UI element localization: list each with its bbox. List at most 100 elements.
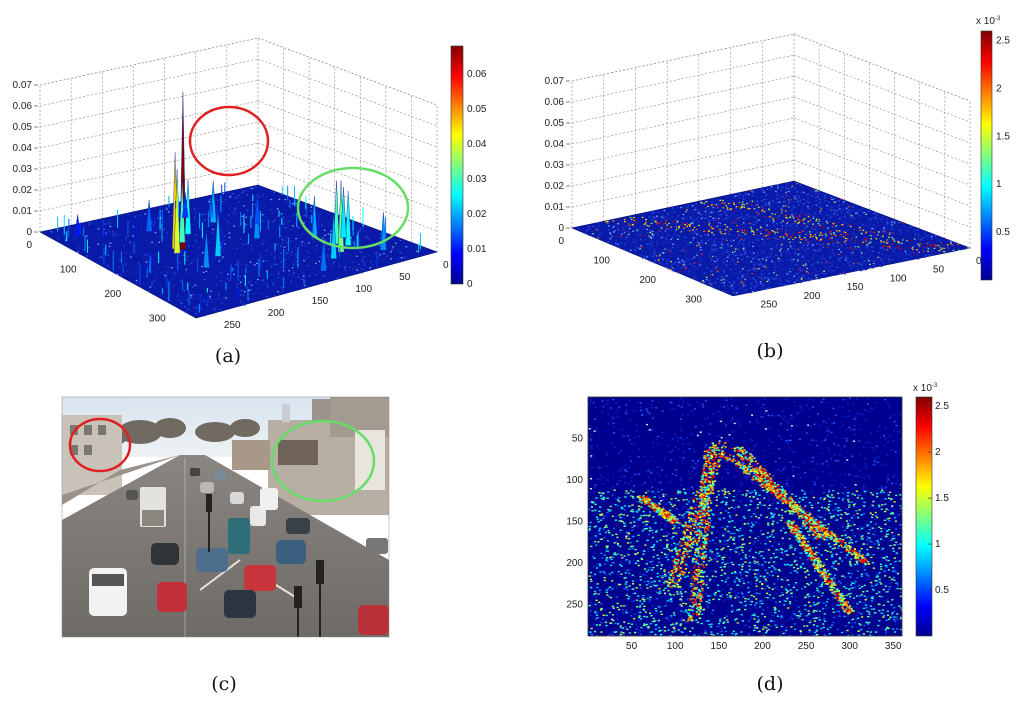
heat-noise-dot — [851, 634, 854, 636]
heat-noise-dot — [794, 583, 797, 586]
floor-texture-dot — [670, 265, 673, 267]
floor-texture-dot — [760, 279, 763, 281]
floor-texture-dot — [752, 241, 754, 243]
floor-texture-dot — [766, 256, 768, 258]
floor-texture-dot — [250, 284, 253, 286]
floor-texture-dot — [681, 259, 684, 261]
heat-noise-dot — [719, 545, 722, 547]
floor-texture-dot — [831, 262, 833, 264]
heat-noise-dot — [612, 398, 615, 401]
floor-texture-dot — [879, 247, 882, 249]
heat-noise-dot — [889, 526, 892, 529]
floor-texture-dot — [706, 217, 709, 219]
floor-texture-dot — [610, 243, 613, 245]
floor-texture-dot — [713, 212, 716, 215]
floor-texture-dot — [770, 230, 773, 232]
floor-texture-dot — [784, 232, 787, 235]
floor-texture-dot — [226, 225, 228, 228]
floor-texture-dot — [310, 206, 313, 208]
floor-texture-dot — [873, 260, 875, 262]
floor-texture-dot — [747, 208, 749, 210]
floor-texture-dot — [198, 270, 200, 272]
floor-texture-dot — [789, 229, 792, 231]
floor-texture-dot — [772, 193, 774, 195]
floor-texture-dot — [811, 225, 814, 228]
floor-texture-dot — [203, 214, 205, 216]
heat-noise-dot — [781, 537, 784, 539]
floor-texture-dot — [892, 239, 895, 241]
floor-texture-dot — [271, 212, 274, 214]
floor-texture-dot — [794, 198, 797, 200]
floor-texture-dot — [277, 272, 280, 275]
floor-texture-dot — [823, 235, 826, 238]
floor-texture-dot — [811, 228, 814, 230]
floor-texture-dot — [780, 189, 783, 191]
floor-texture-dot — [246, 194, 248, 196]
floor-texture-dot — [883, 248, 886, 250]
heat-noise-dot — [837, 628, 840, 631]
heat-noise-dot — [887, 509, 890, 511]
floor-texture-dot — [753, 287, 756, 290]
floor-texture-dot — [720, 260, 723, 262]
floor-texture-dot — [325, 265, 328, 268]
panel-c-green-highlight-circle — [270, 419, 376, 503]
heat-noise-dot — [821, 440, 824, 442]
heat-noise-dot — [652, 605, 655, 608]
heat-noise-dot — [880, 500, 883, 502]
heat-noise-dot — [609, 574, 612, 576]
floor-texture-dot — [768, 275, 771, 277]
floor-texture-dot — [338, 263, 340, 265]
heat-noise-dot — [884, 532, 887, 534]
floor-texture-dot — [615, 241, 617, 244]
floor-texture-dot — [710, 251, 713, 253]
floor-texture-dot — [837, 221, 840, 223]
floor-texture-dot — [735, 272, 737, 275]
floor-texture-dot — [859, 225, 862, 227]
floor-texture-dot — [830, 265, 833, 267]
floor-texture-dot — [915, 249, 918, 252]
heat-noise-dot — [813, 502, 816, 505]
floor-texture-dot — [910, 226, 912, 229]
floor-texture-dot — [243, 226, 246, 228]
left-axis-tick-label: 0 — [26, 240, 32, 251]
floor-texture-dot — [89, 222, 91, 224]
heat-noise-dot — [707, 576, 710, 578]
panel-b-label: (b) — [757, 340, 784, 362]
floor-texture-dot — [756, 192, 759, 194]
heat-noise-dot — [880, 464, 883, 467]
floor-texture-dot — [124, 236, 127, 238]
floor-texture-dot — [785, 234, 788, 236]
floor-texture-dot — [821, 257, 824, 259]
colorbar-tick-label: 2.5 — [996, 36, 1010, 47]
heat-noise-dot — [849, 540, 852, 542]
floor-texture-dot — [809, 231, 811, 233]
floor-texture-dot — [774, 232, 776, 234]
floor-texture-dot — [724, 272, 727, 274]
floor-texture-dot — [194, 211, 196, 213]
floor-texture-dot — [741, 269, 743, 271]
floor-texture-dot — [816, 237, 818, 239]
floor-texture-dot — [742, 243, 745, 245]
floor-texture-dot — [113, 252, 116, 254]
floor-texture-dot — [722, 282, 724, 284]
floor-texture-dot — [804, 236, 806, 239]
heat-noise-dot — [893, 535, 896, 537]
z-gridline — [793, 159, 971, 228]
floor-texture-dot — [268, 263, 270, 265]
floor-texture-dot — [243, 244, 246, 246]
floor-texture-dot — [819, 212, 821, 214]
heat-noise-dot — [615, 587, 618, 589]
floor-texture-dot — [704, 212, 707, 215]
floor-texture-dot — [833, 201, 836, 203]
floor-texture-dot — [785, 225, 787, 227]
floor-texture-dot — [794, 223, 797, 225]
floor-texture-dot — [698, 255, 700, 258]
floor-texture-dot — [694, 275, 697, 277]
floor-texture-dot — [678, 227, 680, 229]
heat-noise-dot — [675, 436, 678, 438]
floor-texture-dot — [357, 270, 360, 272]
floor-texture-dot — [729, 208, 732, 211]
floor-texture-dot — [596, 235, 599, 237]
heat-noise-dot — [747, 573, 750, 576]
floor-texture-dot — [197, 311, 200, 313]
